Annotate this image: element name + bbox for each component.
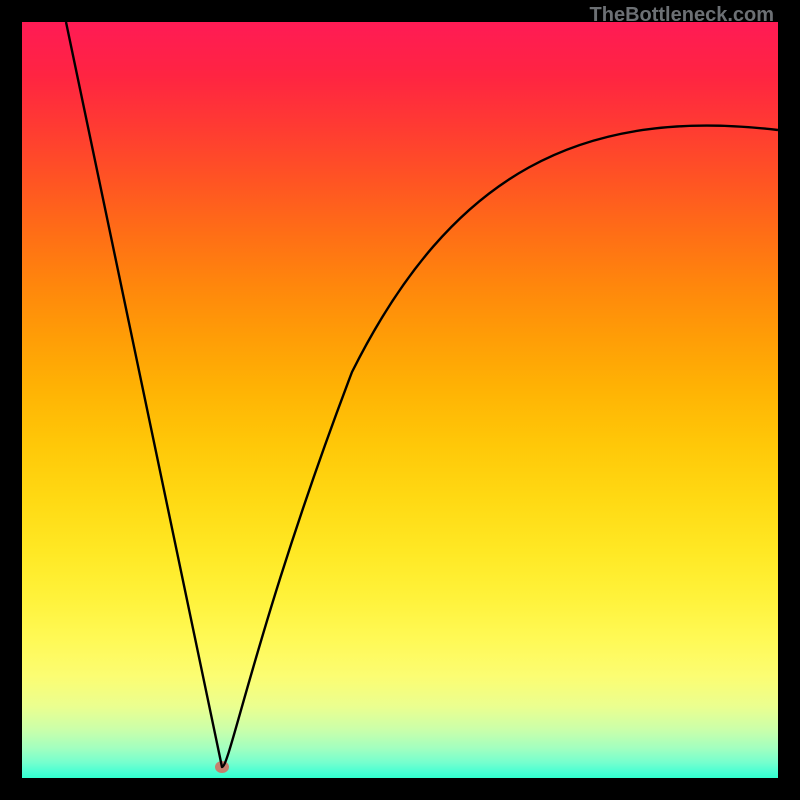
chart-background: [22, 22, 778, 778]
bottleneck-chart: [22, 22, 778, 778]
watermark-text: TheBottleneck.com: [590, 4, 774, 27]
